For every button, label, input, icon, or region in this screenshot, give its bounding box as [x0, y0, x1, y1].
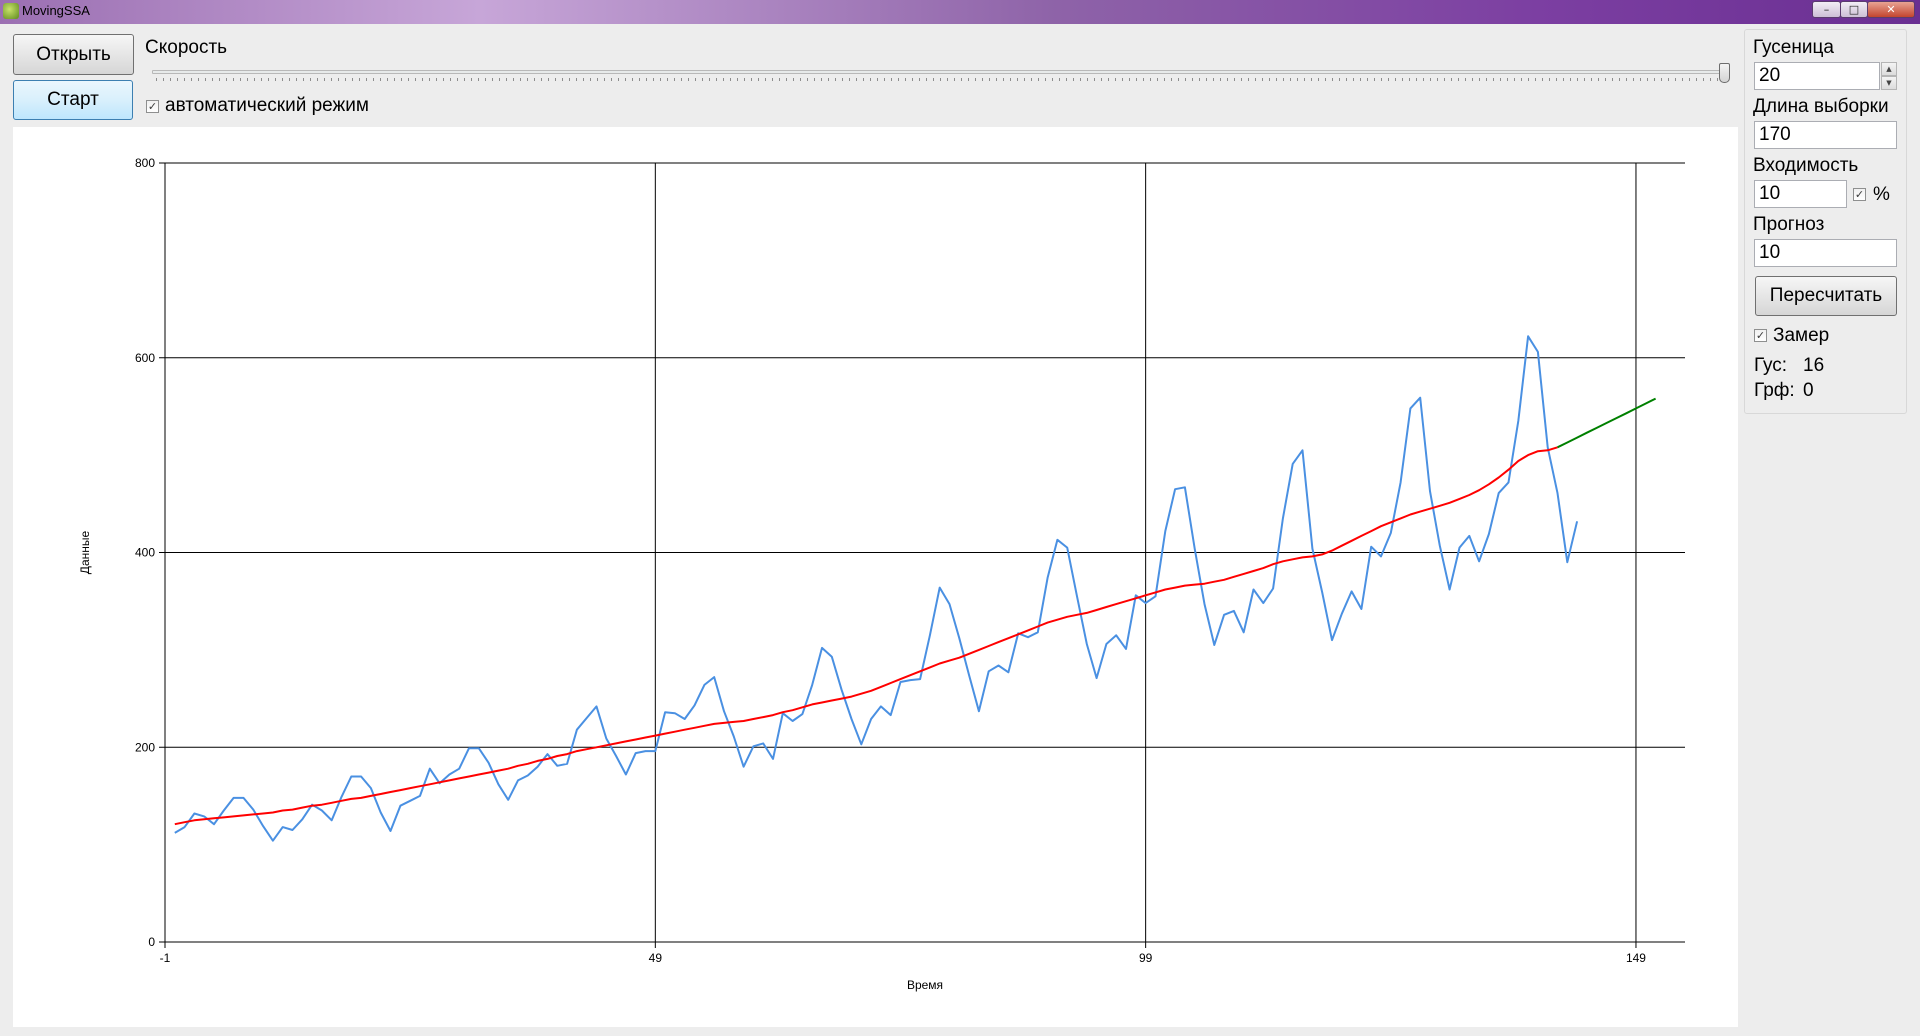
x-tick-label: -1 — [160, 951, 171, 965]
gus-label: Гус: — [1754, 355, 1788, 376]
y-axis-label: Данные — [78, 531, 92, 575]
measure-checkbox[interactable]: ✓ — [1754, 329, 1767, 342]
caterpillar-label: Гусеница — [1753, 37, 1834, 58]
check-icon: ✓ — [1755, 329, 1766, 342]
percent-checkbox[interactable]: ✓ — [1853, 188, 1866, 201]
speed-slider-track[interactable] — [152, 70, 1725, 74]
x-tick-label: 149 — [1626, 951, 1646, 965]
forecast-label: Прогноз — [1753, 214, 1825, 235]
maximize-button[interactable]: □ — [1840, 1, 1868, 18]
parameters-panel — [1744, 29, 1907, 414]
auto-mode-label: автоматический режим — [165, 95, 369, 116]
trend-series-line — [174, 446, 1558, 826]
y-tick-label: 600 — [135, 351, 155, 365]
check-icon: ✓ — [1854, 188, 1865, 201]
x-tick-label: 49 — [649, 951, 663, 965]
open-button[interactable]: Открыть — [13, 34, 134, 75]
grf-value: 0 — [1803, 380, 1814, 401]
spin-up-icon[interactable]: ▲ — [1881, 62, 1897, 76]
speed-slider-thumb[interactable] — [1719, 63, 1730, 83]
chart-panel: 0 200 400 600 800 -1 49 99 149 Время Данные — [13, 127, 1738, 1027]
start-button[interactable]: Старт — [13, 80, 133, 120]
sample-length-label: Длина выборки — [1753, 96, 1889, 117]
auto-mode-checkbox[interactable]: ✓ — [146, 100, 159, 113]
percent-label: % — [1873, 184, 1890, 205]
spin-down-icon[interactable]: ▼ — [1881, 76, 1897, 90]
close-button[interactable]: ✕ — [1867, 1, 1915, 18]
y-tick-label: 400 — [135, 546, 155, 560]
inclusion-input[interactable]: 10 — [1754, 180, 1847, 208]
y-tick-label: 0 — [148, 935, 155, 949]
gus-value: 16 — [1803, 355, 1825, 376]
y-tick-label: 800 — [135, 156, 155, 170]
data-series-line — [174, 335, 1579, 842]
title-bar: MovingSSA – □ ✕ — [0, 0, 1920, 24]
recalculate-button[interactable]: Пересчитать — [1755, 276, 1897, 316]
speed-slider-ticks — [156, 78, 1721, 81]
caterpillar-input[interactable]: 20 — [1754, 62, 1880, 90]
measure-label: Замер — [1773, 325, 1830, 346]
y-tick-label: 200 — [135, 740, 155, 754]
forecast-series-line — [1557, 397, 1657, 449]
window-title: MovingSSA — [22, 3, 90, 18]
check-icon: ✓ — [147, 100, 158, 113]
speed-label: Скорость — [145, 37, 228, 58]
chart: 0 200 400 600 800 -1 49 99 149 Время Данные — [78, 156, 1685, 992]
sample-length-input[interactable]: 170 — [1754, 121, 1897, 149]
x-axis-label: Время — [907, 978, 943, 992]
inclusion-label: Входимость — [1753, 155, 1859, 176]
forecast-input[interactable]: 10 — [1754, 239, 1897, 267]
x-tick-label: 99 — [1139, 951, 1153, 965]
grf-label: Грф: — [1754, 380, 1795, 401]
app-icon — [3, 3, 19, 19]
minimize-button[interactable]: – — [1812, 1, 1841, 18]
